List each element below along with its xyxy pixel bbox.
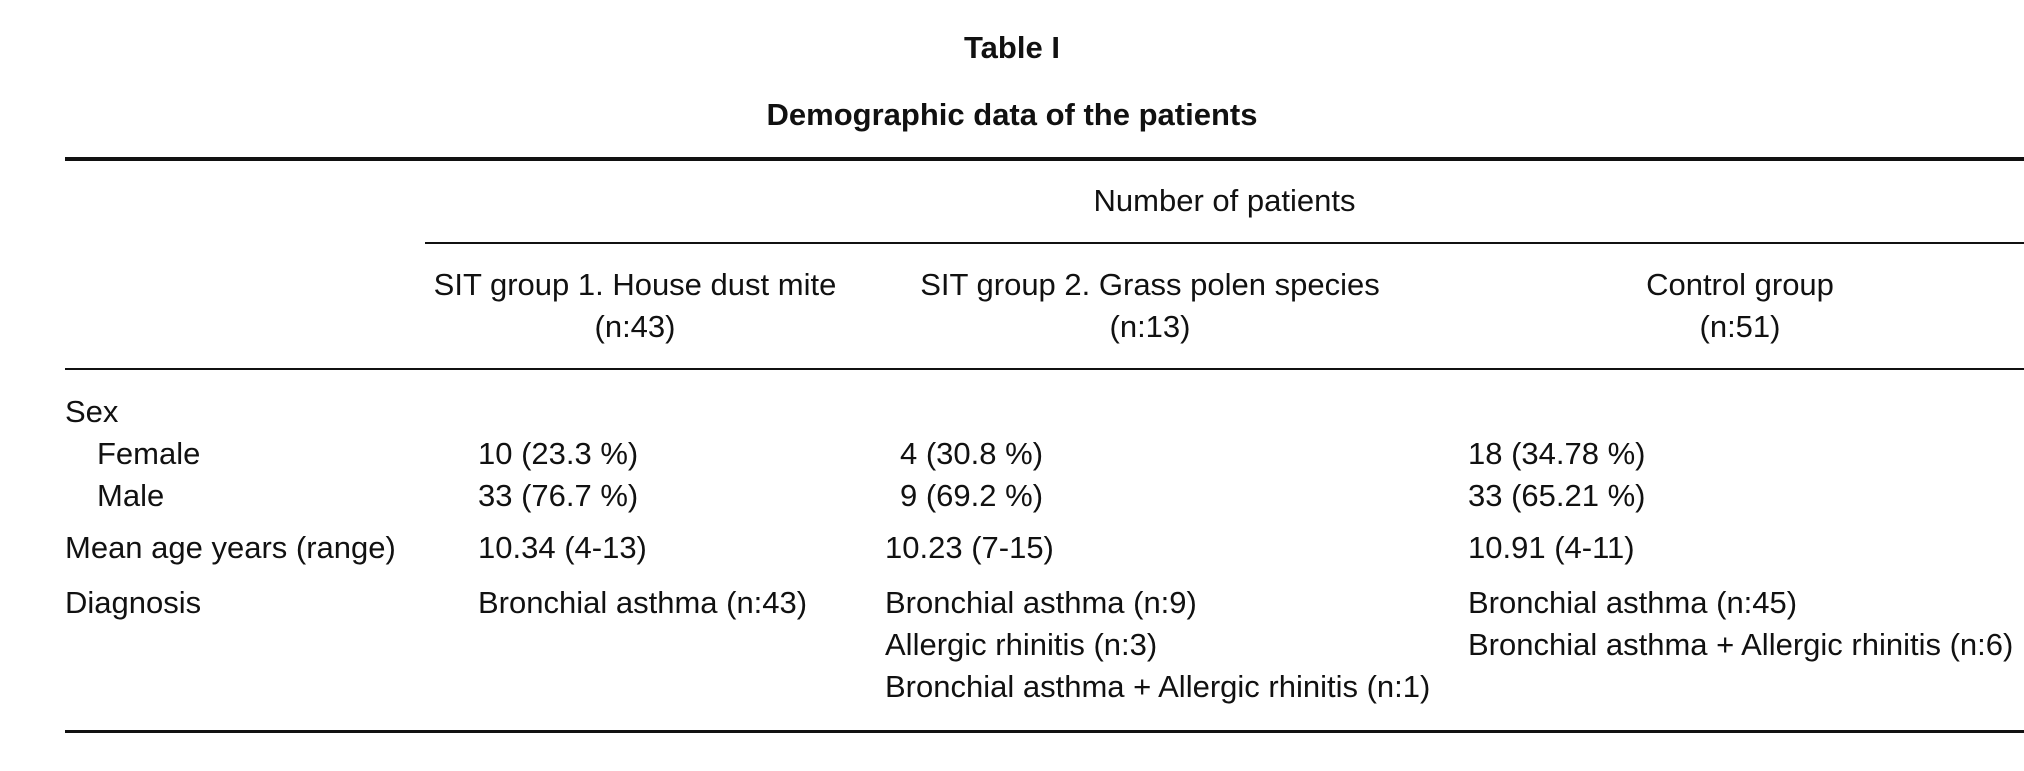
cell-diagnosis-sit2: Bronchial asthma (n:9) Allergic rhinitis… (885, 582, 1430, 708)
cell-diagnosis-control: Bronchial asthma (n:45) Bronchial asthma… (1468, 582, 2013, 666)
row-label-male: Male (97, 478, 165, 513)
diagnosis-control-line: Bronchial asthma + Allergic rhinitis (n:… (1468, 627, 2014, 662)
column-header-sit2-n: (n:13) (1109, 309, 1191, 344)
table-title: Table I (964, 30, 1060, 65)
diagnosis-control-line: Bronchial asthma (n:45) (1468, 585, 1798, 620)
cell-female-sit2: 4 (30.8 %) (900, 436, 1044, 471)
table-subtitle: Demographic data of the patients (766, 97, 1258, 132)
cell-age-sit1: 10.34 (4-13) (478, 530, 647, 565)
bottom-rule (65, 730, 2024, 733)
column-header-sit2-name: SIT group 2. Grass polen species (920, 267, 1380, 302)
cell-diagnosis-sit1: Bronchial asthma (n:43) (478, 582, 807, 624)
column-header-sit1-name: SIT group 1. House dust mite (433, 267, 837, 302)
cell-male-sit1: 33 (76.7 %) (478, 478, 639, 513)
column-header-sit1-n: (n:43) (594, 309, 676, 344)
diagnosis-sit2-line: Bronchial asthma (n:9) (885, 585, 1197, 620)
column-header-sit2: SIT group 2. Grass polen species (n:13) (900, 264, 1400, 348)
header-rule (65, 368, 2024, 370)
cell-male-sit2: 9 (69.2 %) (900, 478, 1044, 513)
diagnosis-sit2-line: Allergic rhinitis (n:3) (885, 627, 1158, 662)
spanner-rule (425, 242, 2024, 244)
spanner-header: Number of patients (1093, 183, 1356, 218)
column-header-control-name: Control group (1646, 267, 1834, 302)
cell-age-control: 10.91 (4-11) (1468, 530, 1635, 565)
column-header-sit1: SIT group 1. House dust mite (n:43) (425, 264, 845, 348)
row-label-diagnosis: Diagnosis (65, 585, 202, 620)
column-header-control: Control group (n:51) (1470, 264, 2010, 348)
diagnosis-sit1-line: Bronchial asthma (n:43) (478, 585, 808, 620)
row-label-sex: Sex (65, 394, 119, 429)
column-header-control-n: (n:51) (1699, 309, 1781, 344)
top-rule (65, 157, 2024, 161)
cell-female-sit1: 10 (23.3 %) (478, 436, 639, 471)
row-label-female: Female (97, 436, 201, 471)
cell-age-sit2: 10.23 (7-15) (885, 530, 1054, 565)
cell-male-control: 33 (65.21 %) (1468, 478, 1646, 513)
diagnosis-sit2-line: Bronchial asthma + Allergic rhinitis (n:… (885, 669, 1431, 704)
cell-female-control: 18 (34.78 %) (1468, 436, 1646, 471)
row-label-age: Mean age years (range) (65, 530, 396, 565)
